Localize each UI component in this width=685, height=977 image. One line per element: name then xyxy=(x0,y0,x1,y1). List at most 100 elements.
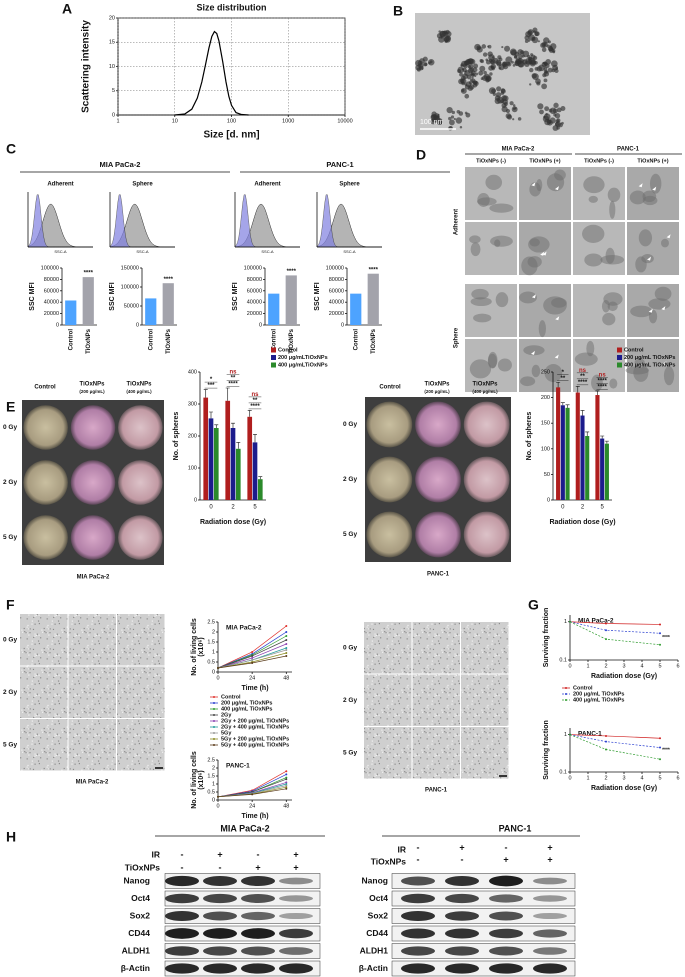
y-tick-label: 0 xyxy=(136,322,139,328)
nanoparticle xyxy=(517,117,522,121)
y-tick-label: 2.5 xyxy=(207,619,215,625)
series-point xyxy=(659,758,661,761)
y-tick-label: 0.1 xyxy=(559,769,567,775)
nanoparticle xyxy=(520,50,525,55)
nanoparticle xyxy=(439,30,446,38)
column-label: TiOxNPs (-) xyxy=(476,158,506,164)
cell-line-caption: MIA PaCa-2 xyxy=(76,780,109,786)
legend-marker xyxy=(565,687,567,689)
blot-band xyxy=(489,946,523,956)
x-tick-label: 5 xyxy=(658,663,661,669)
blot-band xyxy=(445,876,479,886)
arrowhead xyxy=(554,354,559,359)
legend-swatch xyxy=(617,347,622,353)
x-tick-label: 6 xyxy=(676,663,679,669)
column-label: TiOxNPs xyxy=(127,382,153,388)
y-tick-label: 200 xyxy=(541,395,550,401)
x-tick-label: 10000 xyxy=(337,118,352,124)
y-tick-label: 100 xyxy=(541,446,550,452)
x-axis-label: Size [d. nm] xyxy=(203,130,259,141)
nanoparticle xyxy=(482,75,488,81)
row-label: 2 Gy xyxy=(3,479,17,486)
row-label: Sphere xyxy=(454,327,460,348)
phase-image xyxy=(412,674,460,726)
well xyxy=(366,401,413,448)
y-tick-label: 1 xyxy=(212,781,215,787)
blot-band xyxy=(533,963,567,974)
bar xyxy=(367,273,379,325)
nanoparticle xyxy=(444,39,448,43)
x-axis-label: Time (h) xyxy=(241,813,268,820)
protein-label: Oct4 xyxy=(131,893,150,903)
series-point xyxy=(659,623,661,626)
column-label: TiOxNPs xyxy=(80,382,106,388)
em-structure xyxy=(601,299,610,313)
x-tick-label: 1 xyxy=(586,663,589,669)
significance: **** xyxy=(578,380,588,386)
em-structure xyxy=(487,353,497,369)
panel-letter: C xyxy=(6,141,16,157)
em-structure xyxy=(586,340,595,357)
series-point xyxy=(605,629,607,632)
significance: * xyxy=(562,370,565,376)
error-bar xyxy=(247,410,252,417)
bar xyxy=(595,395,600,500)
em-structure xyxy=(470,242,481,257)
protein-label: Nanog xyxy=(124,875,150,885)
condition-label: Sphere xyxy=(339,182,360,188)
y-axis-unit: (x10⁶) xyxy=(198,770,205,790)
scale-bar-label: 100 nm xyxy=(420,119,444,126)
blot-band xyxy=(401,911,435,921)
nanoparticle xyxy=(544,118,551,126)
nanoparticle xyxy=(450,115,455,119)
panel-letter: G xyxy=(528,597,539,613)
error-bar xyxy=(225,387,230,401)
significance: ns xyxy=(229,370,237,376)
nanoparticle xyxy=(509,101,514,106)
bar xyxy=(560,405,565,500)
bar xyxy=(604,443,609,500)
y-tick-label: 2 xyxy=(212,629,215,635)
nanoparticle xyxy=(504,45,511,52)
y-tick-label: 100000 xyxy=(244,265,262,271)
treatment-label: TiOxNPs xyxy=(371,856,407,866)
y-tick-label: 1.5 xyxy=(207,773,215,779)
legend-swatch xyxy=(271,355,276,360)
nanoparticle xyxy=(521,54,525,58)
series-point xyxy=(217,795,219,798)
y-tick-label: 1 xyxy=(212,649,215,655)
legend-label: 200 μg/mLTiOxNPs xyxy=(278,355,328,361)
nanoparticle xyxy=(512,118,515,121)
em-structure xyxy=(527,256,542,268)
nanoparticle xyxy=(489,72,493,76)
concentration-label: (400 μg/mL) xyxy=(126,389,152,394)
arrowhead xyxy=(542,251,547,256)
arrowhead xyxy=(540,251,545,256)
nanoparticle xyxy=(448,116,452,121)
bar xyxy=(285,275,297,325)
panel-letter: H xyxy=(6,829,16,845)
nanoparticle xyxy=(546,44,551,48)
y-tick-label: 20 xyxy=(109,15,115,21)
well xyxy=(23,515,68,560)
error-bar xyxy=(258,476,263,480)
nanoparticle xyxy=(491,88,496,94)
bar xyxy=(565,407,570,500)
blot-band xyxy=(489,963,523,974)
arrowhead xyxy=(666,234,671,239)
y-tick-label: 100000 xyxy=(41,265,59,271)
arrowhead xyxy=(652,186,657,191)
em-structure xyxy=(538,320,546,338)
y-tick-label: 1.5 xyxy=(207,639,215,645)
significance: ** xyxy=(560,376,565,382)
y-tick-label: 0.5 xyxy=(207,659,215,665)
significance: **** xyxy=(662,747,670,753)
error-bar xyxy=(580,410,585,416)
y-tick-label: 20000 xyxy=(329,311,344,317)
x-tick-label: Control xyxy=(353,329,359,351)
em-structure xyxy=(609,200,616,219)
significance: * xyxy=(210,377,213,383)
error-bar xyxy=(600,435,605,439)
nanoparticle xyxy=(415,59,422,67)
